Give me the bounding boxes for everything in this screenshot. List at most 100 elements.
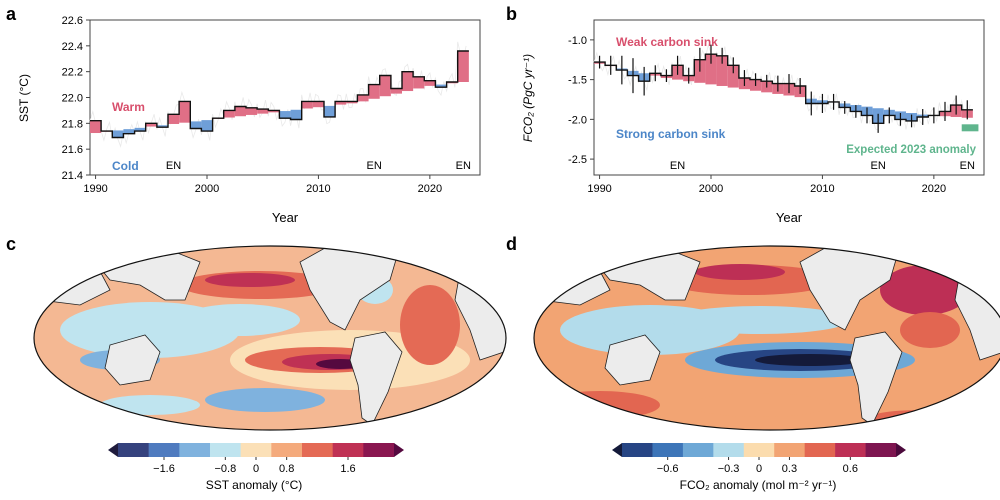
fco2-colorbar-label: FCO₂ anomaly (mol m⁻² yr⁻¹) bbox=[680, 478, 837, 492]
anomaly-patch bbox=[40, 410, 120, 430]
el-nino-label: EN bbox=[367, 160, 382, 172]
colorbar-tick-label: −0.8 bbox=[214, 463, 236, 475]
anomaly-bar bbox=[716, 55, 728, 86]
y-tick-label: 21.4 bbox=[62, 170, 83, 182]
x-tick-label: 2010 bbox=[306, 183, 330, 195]
anomaly-bar bbox=[457, 51, 469, 82]
colorbar-segment bbox=[804, 443, 836, 457]
y-tick-label: -1.5 bbox=[568, 75, 587, 87]
anomaly-bar bbox=[357, 94, 369, 102]
anomaly-patch bbox=[670, 306, 850, 334]
x-tick-label: 1990 bbox=[587, 183, 611, 195]
colorbar-segment bbox=[363, 443, 395, 457]
plot-frame bbox=[89, 19, 481, 176]
y-tick-label: -2.5 bbox=[568, 154, 587, 166]
sst-time-series-chart: 21.4 21.6 21.8 22.0 22.2 22.4 22.6 1990 2000 2010… bbox=[17, 15, 481, 225]
colorbar-segment bbox=[302, 443, 333, 457]
anomaly-bar bbox=[268, 110, 280, 113]
colorbar-segment bbox=[118, 443, 149, 457]
el-nino-labels: EN EN EN bbox=[670, 160, 975, 172]
colorbar-segment bbox=[622, 443, 653, 457]
x-tick-label: 2020 bbox=[418, 183, 442, 195]
x-axis-label: Year bbox=[272, 210, 299, 225]
anomaly-bars bbox=[594, 54, 973, 124]
anomaly-patch bbox=[205, 388, 325, 412]
fco2-time-series-chart: -2.5 -2.0 -1.5 -1.0 1990 2000 2010 2020 FCO₂ (P… bbox=[521, 19, 985, 225]
colorbar-segment bbox=[179, 443, 211, 457]
colorbar-tick-label: −0.3 bbox=[718, 463, 740, 475]
anomaly-patch bbox=[180, 304, 300, 336]
fco2-anomaly-map bbox=[533, 245, 1000, 431]
anomaly-bar bbox=[246, 107, 258, 115]
y-tick-label: 22.0 bbox=[62, 93, 83, 105]
anomaly-bar bbox=[234, 106, 246, 117]
colorbar-tick-label: −1.6 bbox=[153, 463, 175, 475]
y-tick-label: 22.6 bbox=[62, 15, 83, 27]
map-outline bbox=[533, 245, 1000, 431]
colorbar-tick-label: −0.6 bbox=[657, 463, 679, 475]
colorbar-segment bbox=[210, 443, 241, 457]
anomaly-bar bbox=[223, 110, 235, 118]
error-bars bbox=[598, 44, 979, 133]
anomaly-bar bbox=[301, 101, 313, 109]
anomaly-patch bbox=[375, 416, 465, 430]
y-tick-label: 22.4 bbox=[62, 41, 83, 53]
anomaly-patch bbox=[900, 312, 960, 348]
sst-colorbar: −1.6 −0.8 0 0.8 1.6 bbox=[108, 443, 404, 475]
y-tick-label: -2.0 bbox=[568, 114, 587, 126]
colorbar-tick-label: 0 bbox=[756, 463, 762, 475]
expected-anomaly-annotation: Expected 2023 anomaly bbox=[846, 144, 976, 156]
anomaly-bar bbox=[290, 109, 302, 120]
anomaly-bar bbox=[424, 80, 436, 86]
plot-frame bbox=[593, 19, 985, 176]
anomaly-bar bbox=[413, 76, 425, 89]
el-nino-labels: EN EN EN bbox=[166, 160, 471, 172]
colorbar-segment bbox=[713, 443, 745, 457]
warm-annotation: Warm bbox=[112, 100, 145, 114]
weak-sink-annotation: Weak carbon sink bbox=[616, 35, 718, 49]
colorbar-segment bbox=[774, 443, 805, 457]
sst-colorbar-label: SST anomaly (°C) bbox=[206, 478, 303, 492]
y-axis-label: SST (°C) bbox=[17, 74, 31, 122]
annual-step-line bbox=[90, 50, 469, 139]
y-tick-label: 21.6 bbox=[62, 144, 83, 156]
y-tick-label: 21.8 bbox=[62, 118, 83, 130]
anomaly-bar bbox=[402, 71, 414, 92]
anomaly-bar bbox=[168, 114, 180, 124]
x-tick-label: 2010 bbox=[810, 183, 834, 195]
cold-annotation: Cold bbox=[112, 159, 139, 173]
anomaly-bar bbox=[727, 65, 739, 88]
colorbar-tick-label: 1.6 bbox=[340, 463, 355, 475]
anomaly-bar bbox=[324, 105, 336, 117]
panel-letter-c: c bbox=[6, 234, 16, 254]
anomaly-bar bbox=[123, 129, 135, 134]
anomaly-bar bbox=[156, 125, 168, 128]
panel-letter-d: d bbox=[506, 234, 517, 254]
anomaly-patch bbox=[100, 395, 200, 415]
colorbar-segment bbox=[865, 443, 897, 457]
colorbar-segment bbox=[652, 443, 684, 457]
anomaly-patch bbox=[690, 393, 830, 417]
anomaly-bar bbox=[390, 88, 402, 94]
land-australia bbox=[604, 334, 661, 386]
colorbar-segment bbox=[271, 443, 303, 457]
anomaly-patch bbox=[205, 273, 295, 287]
anomaly-bars bbox=[90, 51, 469, 138]
colorbar-tick-label: 0.3 bbox=[782, 463, 797, 475]
colorbar-segment bbox=[835, 443, 866, 457]
colorbar-segment bbox=[148, 443, 180, 457]
x-tick-label: 1990 bbox=[83, 183, 107, 195]
el-nino-label: EN bbox=[166, 160, 181, 172]
anomaly-bar bbox=[190, 121, 202, 129]
el-nino-label: EN bbox=[871, 160, 886, 172]
panel-letter-a: a bbox=[6, 4, 17, 24]
colorbar-segment bbox=[240, 443, 272, 457]
el-nino-label: EN bbox=[960, 160, 975, 172]
colorbar-extension bbox=[896, 443, 906, 457]
anomaly-bar bbox=[312, 101, 324, 108]
el-nino-label: EN bbox=[670, 160, 685, 172]
colorbar-segment bbox=[743, 443, 775, 457]
x-tick-label: 2000 bbox=[195, 183, 219, 195]
y-axis-label: FCO₂ (PgC yr⁻¹) bbox=[521, 54, 535, 142]
